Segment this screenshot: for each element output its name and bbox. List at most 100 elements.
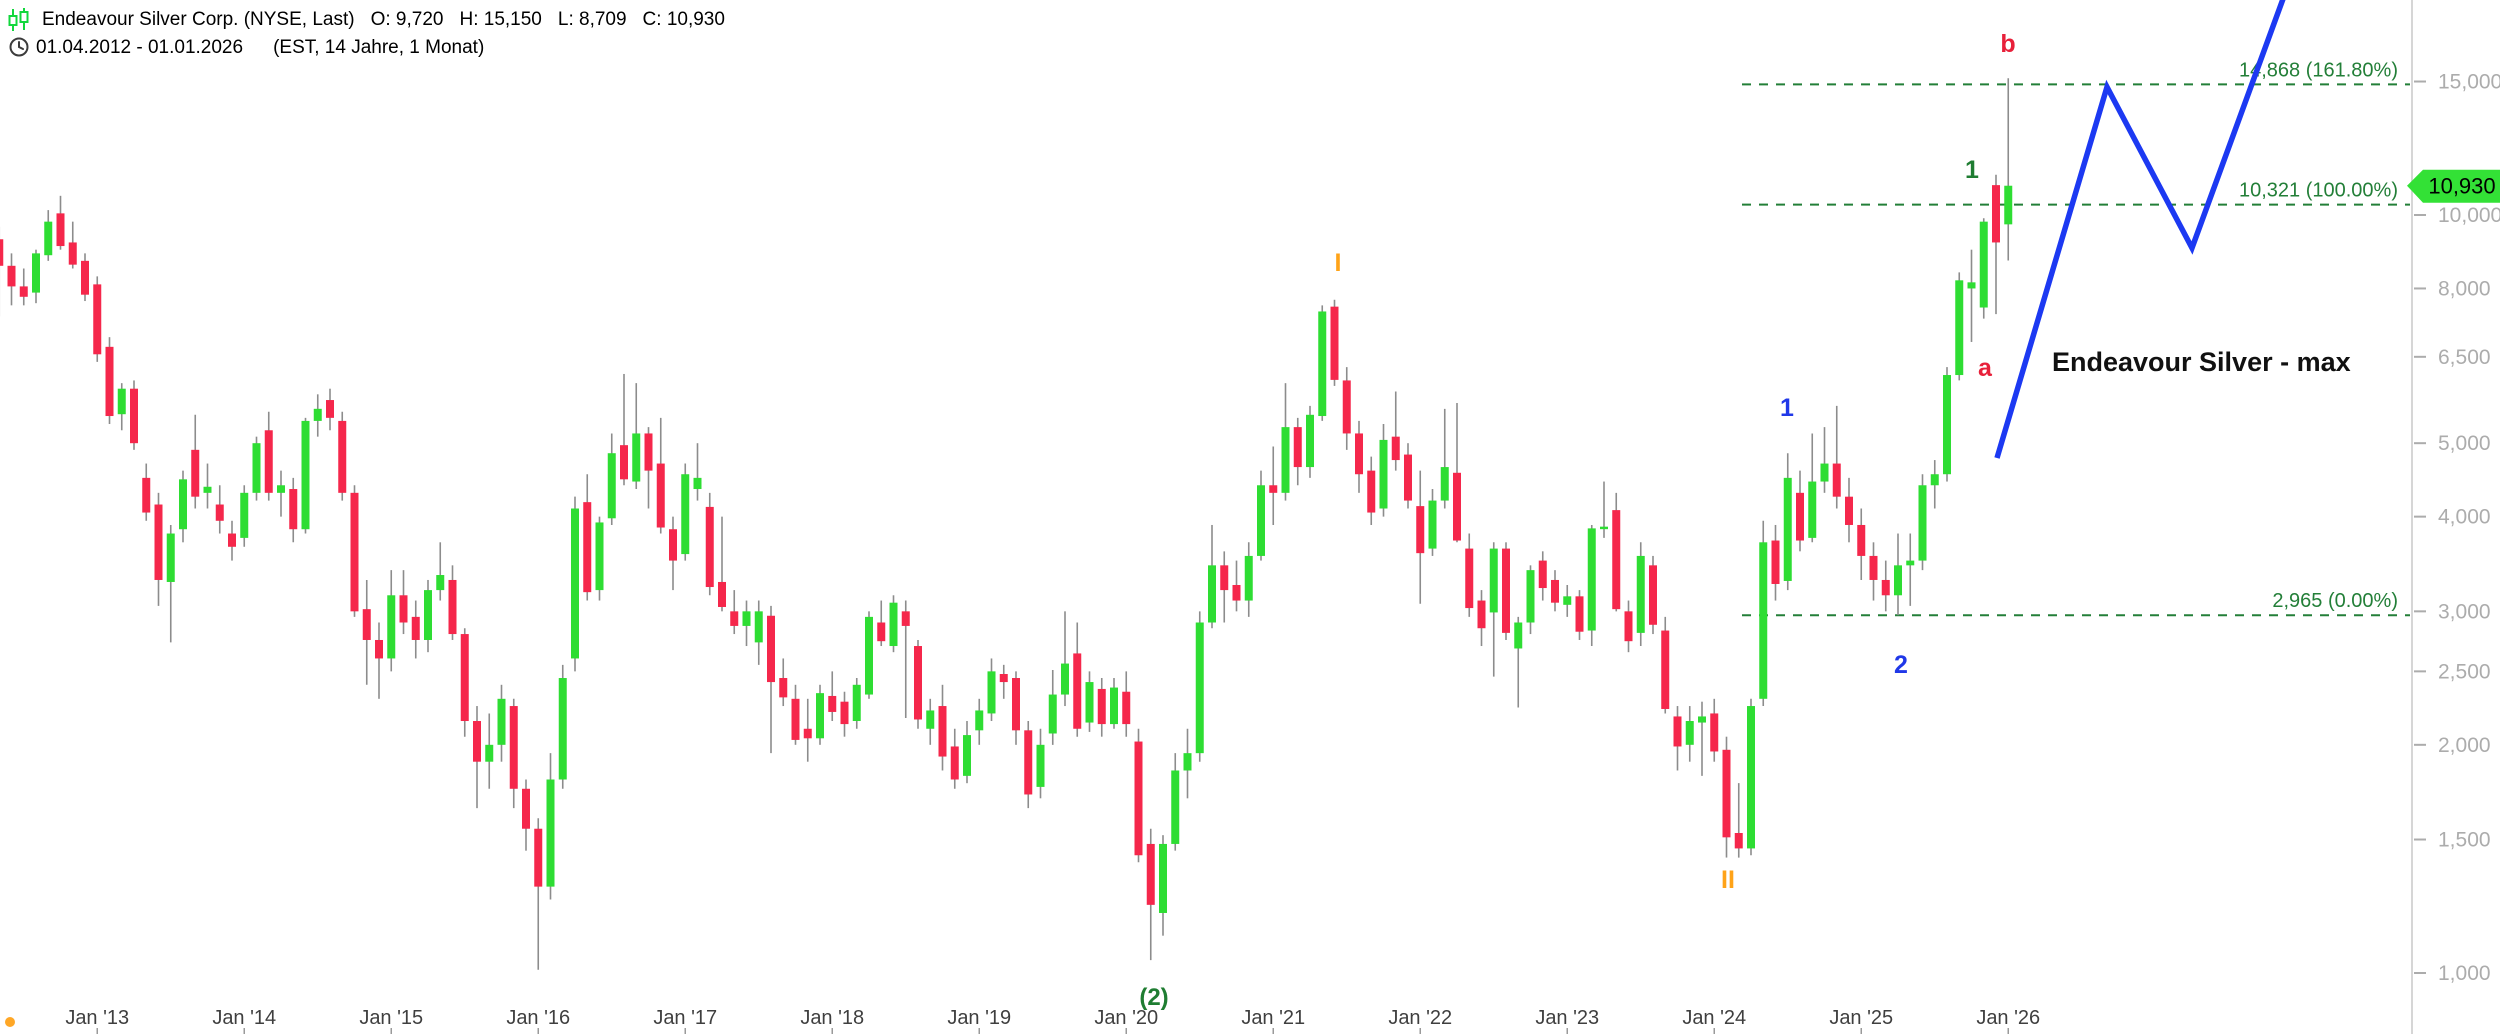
fib-level-label: 2,965 (0.00%) xyxy=(2272,590,2398,612)
candle-body xyxy=(1636,555,1645,633)
x-axis-label: Jan '21 xyxy=(1241,1007,1305,1029)
candle-body xyxy=(644,433,653,471)
candle-body xyxy=(975,710,984,731)
clock-icon xyxy=(8,36,30,60)
candle-body xyxy=(534,828,543,887)
candle-body xyxy=(1894,565,1902,596)
candle-body xyxy=(1612,510,1621,610)
range-info: (EST, 14 Jahre, 1 Monat) xyxy=(273,37,485,58)
candle-body xyxy=(105,346,114,417)
y-axis-label: 5,000 xyxy=(2438,432,2491,455)
candle-body xyxy=(1146,843,1155,905)
candle-body xyxy=(1845,496,1853,525)
candle-body xyxy=(901,611,910,626)
candle-body xyxy=(301,420,310,530)
candle-body xyxy=(791,698,800,740)
wave-label: (2) xyxy=(1139,984,1168,1011)
candle-body xyxy=(1085,682,1094,723)
candle-body xyxy=(289,489,298,530)
candle-body xyxy=(1918,485,1927,561)
y-axis-label: 2,500 xyxy=(2438,660,2491,683)
candle-body xyxy=(1661,630,1670,709)
candle-body xyxy=(730,611,739,626)
candle-body xyxy=(1979,221,1988,308)
candle-body xyxy=(1722,749,1731,838)
y-axis-label: 10,000 xyxy=(2438,204,2500,227)
candle-body xyxy=(1269,485,1278,493)
candle-body xyxy=(865,616,873,695)
candle-body xyxy=(1416,506,1425,554)
candle-body xyxy=(779,678,788,698)
candle-body xyxy=(1538,560,1547,589)
symbol-row: Endeavour Silver Corp. (NYSE, Last) O: 9… xyxy=(8,8,725,32)
candle-body xyxy=(1012,678,1020,731)
wave-label: 1 xyxy=(1965,156,1979,184)
candle-body xyxy=(1122,691,1131,725)
candle-body xyxy=(607,453,616,519)
candle-body xyxy=(1465,548,1474,609)
logo-dot xyxy=(5,1017,15,1027)
last-price-badge-shape xyxy=(2407,169,2500,203)
candle-body xyxy=(1698,716,1706,723)
candle-body xyxy=(1281,427,1290,493)
x-axis-label: Jan '22 xyxy=(1388,1007,1452,1029)
candle-body xyxy=(877,622,886,642)
candle-body xyxy=(1857,524,1866,556)
candle-body xyxy=(252,443,261,493)
candle-body xyxy=(1930,474,1939,486)
candle-body xyxy=(1796,492,1804,541)
candle-body xyxy=(32,253,40,293)
y-axis-label: 8,000 xyxy=(2438,277,2491,300)
candle-body xyxy=(963,735,971,776)
candle-body xyxy=(1024,730,1033,795)
candle-body xyxy=(767,615,775,683)
candle-body xyxy=(1649,565,1657,625)
candle-body xyxy=(1355,433,1363,475)
candle-body xyxy=(803,728,812,739)
y-axis-label: 6,500 xyxy=(2438,346,2491,369)
candle-body xyxy=(166,533,175,582)
candle-body xyxy=(999,674,1008,683)
candle-body xyxy=(1061,663,1069,695)
symbol-title[interactable]: Endeavour Silver Corp. (NYSE, Last) xyxy=(42,9,355,30)
ohlc-low: L: 8,709 xyxy=(557,9,627,30)
candle-body xyxy=(473,721,481,762)
candle-body xyxy=(130,388,138,444)
candle-body xyxy=(754,611,763,643)
fibonacci-levels: 14,868 (161.80%) 10,321 (100.00%) 2,965 (0… xyxy=(1742,59,2410,617)
candle-body xyxy=(240,492,249,538)
candle-body xyxy=(228,533,236,547)
candle-body xyxy=(2004,185,2013,225)
candle-body xyxy=(1134,741,1143,856)
candle-body xyxy=(68,242,77,265)
candle-body xyxy=(571,508,579,659)
candle-body xyxy=(1734,833,1743,849)
candle-body xyxy=(546,779,555,887)
candle-body xyxy=(81,260,89,295)
last-price-badge: 10,930 xyxy=(2407,169,2500,203)
candle-body xyxy=(1391,436,1400,461)
candle-body xyxy=(509,706,518,789)
candle-body xyxy=(1097,688,1106,725)
candle-body xyxy=(387,595,396,659)
x-axis-label: Jan '25 xyxy=(1829,1007,1893,1029)
candle-body xyxy=(0,239,4,266)
candle-body xyxy=(669,529,677,561)
candle-body xyxy=(1073,653,1082,729)
candle-body xyxy=(1195,622,1204,754)
candle-body xyxy=(1551,579,1559,603)
candle-body xyxy=(1293,427,1302,468)
candle-body xyxy=(522,788,530,829)
candle-body xyxy=(485,744,494,762)
candle-body xyxy=(1342,380,1351,434)
x-axis-label: Jan '18 xyxy=(800,1007,864,1029)
candle-body xyxy=(1428,500,1437,549)
ohlc-high: H: 15,150 xyxy=(459,9,542,30)
candle-body xyxy=(1330,306,1339,380)
candle-body xyxy=(362,609,371,640)
candle-body xyxy=(1783,477,1792,581)
candle-body xyxy=(1955,280,1964,376)
